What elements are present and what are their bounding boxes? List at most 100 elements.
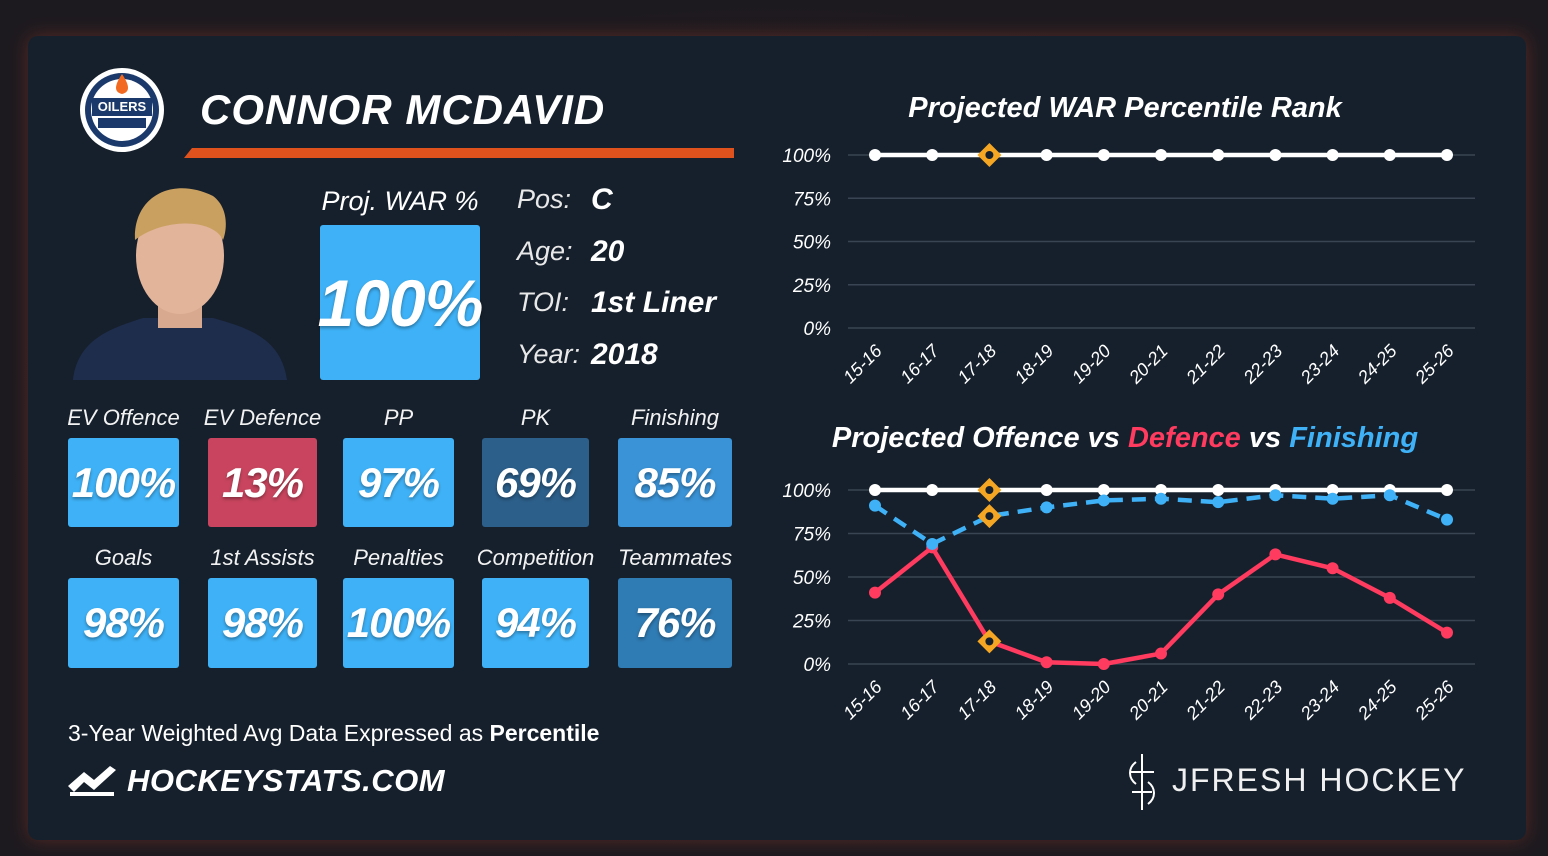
x-tick-label: 18-19 — [1011, 677, 1058, 724]
x-tick-label: 24-25 — [1353, 676, 1401, 724]
source: HOCKEYSTATS.COM — [127, 763, 446, 798]
y-tick-label: 100% — [782, 481, 831, 502]
point — [1441, 626, 1453, 639]
metric-tile: 97% — [343, 438, 454, 527]
metric-label: Penalties — [353, 545, 444, 570]
x-tick-label: 20-21 — [1124, 341, 1171, 388]
bio-value: C — [591, 183, 613, 216]
y-tick-label: 75% — [793, 525, 831, 546]
point — [1383, 149, 1396, 161]
point — [1097, 494, 1110, 507]
logo-text: OILERS — [98, 99, 147, 114]
metric-tile: 94% — [482, 578, 589, 668]
point — [926, 149, 939, 161]
x-tick-label: 23-24 — [1296, 677, 1343, 724]
highlight-center — [985, 486, 994, 494]
point — [1441, 513, 1453, 526]
x-tick-label: 21-22 — [1182, 341, 1229, 388]
point — [869, 149, 881, 161]
metric-tile: 76% — [618, 578, 732, 668]
point — [1097, 149, 1110, 161]
footnote-emphasis: Percentile — [489, 720, 600, 746]
title-joiner: vs — [1249, 422, 1281, 454]
war-tile: 100% — [318, 225, 483, 380]
series-line — [873, 545, 1449, 667]
player-photo — [73, 188, 287, 380]
footnote-text: 3-Year Weighted Avg Data Expressed as — [68, 720, 484, 746]
y-tick-label: 0% — [804, 655, 832, 676]
x-tick-label: 16-17 — [896, 340, 943, 387]
metric-tile: 100% — [68, 438, 179, 527]
point — [1326, 492, 1339, 505]
point — [1326, 484, 1339, 496]
point — [1212, 149, 1225, 161]
x-tick-label: 23-24 — [1296, 341, 1343, 388]
metric-label: EV Offence — [67, 405, 180, 430]
x-tick-label: 21-22 — [1182, 677, 1229, 724]
point — [1326, 562, 1339, 575]
x-tick-label: 17-18 — [954, 341, 1001, 388]
x-tick-label: 19-20 — [1068, 677, 1115, 724]
point — [1040, 501, 1053, 514]
x-tick-label: 18-19 — [1011, 341, 1058, 388]
point — [1097, 658, 1110, 670]
x-tick-label: 24-25 — [1353, 340, 1401, 388]
metric-tile: 100% — [343, 578, 454, 668]
point — [1155, 647, 1167, 660]
x-tick-label: 15-16 — [839, 340, 886, 387]
team-logo: OILERS — [80, 68, 164, 152]
point — [1269, 149, 1282, 161]
footnote: 3-Year Weighted Avg Data Expressed as Pe… — [68, 720, 599, 747]
point — [1040, 656, 1053, 669]
point — [1326, 149, 1339, 161]
highlight-center — [985, 637, 994, 646]
title-joiner: vs — [1088, 422, 1120, 454]
point — [1383, 489, 1396, 502]
bio-value: 20 — [591, 234, 625, 268]
credit-icon — [1129, 754, 1155, 810]
point — [869, 586, 881, 599]
bio-value: 1st Liner — [591, 286, 717, 319]
point — [1155, 149, 1167, 161]
x-tick-label: 16-17 — [896, 676, 943, 723]
x-tick-label: 25-26 — [1410, 340, 1458, 388]
metric-label: Teammates — [617, 545, 733, 570]
name-underline — [184, 148, 734, 158]
y-tick-label: 50% — [793, 233, 831, 254]
y-tick-label: 0% — [804, 319, 832, 340]
point — [1040, 484, 1053, 496]
x-tick-label: 17-18 — [954, 677, 1001, 724]
point — [1097, 484, 1110, 496]
point — [1155, 484, 1167, 496]
metric-label: EV Defence — [203, 405, 322, 430]
y-tick-label: 50% — [793, 568, 831, 589]
y-tick-label: 75% — [793, 189, 831, 210]
legend-entry: Finishing — [1289, 422, 1418, 454]
x-tick-label: 20-21 — [1124, 677, 1171, 724]
metric-tile: 69% — [482, 438, 589, 527]
metric-label: 1st Assists — [210, 545, 315, 570]
y-tick-label: 25% — [792, 612, 831, 633]
credit: JFRESH HOCKEY — [1172, 762, 1467, 798]
highlight-center — [985, 151, 994, 159]
x-tick-label: 25-26 — [1410, 676, 1458, 724]
chart-title: Projected WAR Percentile Rank — [908, 92, 1343, 124]
legend-entry: Offence — [972, 422, 1079, 454]
highlight-center — [985, 512, 994, 521]
point — [869, 499, 881, 512]
war-label: Proj. WAR % — [321, 186, 479, 216]
point — [1383, 591, 1396, 604]
point — [1441, 484, 1453, 496]
point — [1212, 484, 1225, 496]
metric-label: PP — [383, 405, 414, 430]
bio-label: Year: — [517, 338, 581, 369]
metric-tile: 85% — [618, 438, 732, 527]
point — [1155, 492, 1167, 505]
point — [1212, 496, 1225, 509]
metric-label: PK — [520, 405, 551, 430]
bio-label: TOI: — [517, 287, 570, 317]
point — [1212, 588, 1225, 601]
bio-label: Pos: — [517, 184, 572, 214]
y-tick-label: 25% — [792, 276, 831, 297]
